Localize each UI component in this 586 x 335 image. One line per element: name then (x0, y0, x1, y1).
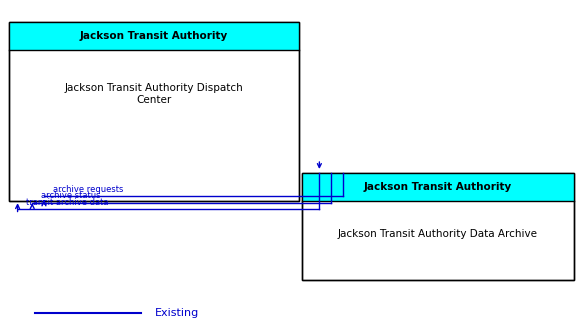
Bar (9, 22, 299, 201)
Bar (302, 173, 574, 201)
Bar (9, 22, 299, 201)
Text: Jackson Transit Authority Data Archive: Jackson Transit Authority Data Archive (338, 228, 538, 239)
Text: archive status: archive status (41, 191, 101, 200)
Text: archive requests: archive requests (53, 185, 123, 194)
Text: Existing: Existing (155, 308, 200, 318)
Text: Jackson Transit Authority Dispatch
Center: Jackson Transit Authority Dispatch Cente… (64, 83, 243, 105)
Bar (9, 22, 299, 50)
Text: transit archive data: transit archive data (26, 198, 109, 207)
Bar (302, 173, 574, 280)
Text: Jackson Transit Authority: Jackson Transit Authority (80, 31, 228, 41)
Text: Jackson Transit Authority: Jackson Transit Authority (364, 182, 512, 192)
Bar (302, 173, 574, 280)
